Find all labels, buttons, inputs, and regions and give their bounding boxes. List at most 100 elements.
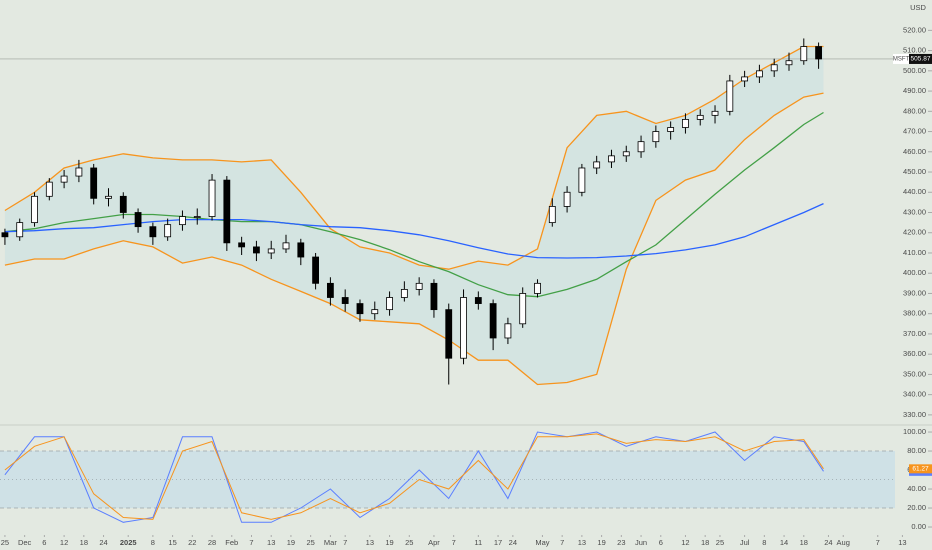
- y-tick-label: 100.00: [903, 427, 926, 436]
- y-tick-label: 370.00: [903, 329, 926, 338]
- x-tick-label: 12: [681, 538, 689, 547]
- x-tick-label: Dec: [18, 538, 32, 547]
- x-tick-label: 13: [898, 538, 906, 547]
- candle-body: [400, 289, 408, 298]
- x-tick-label: 24: [824, 538, 832, 547]
- candle-body: [356, 303, 364, 315]
- y-tick-label: 450.00: [903, 167, 926, 176]
- candle-body: [386, 297, 393, 311]
- candle-body: [637, 141, 645, 153]
- candle-body: [179, 216, 186, 226]
- y-tick-label: 510.00: [903, 46, 926, 55]
- y-tick-label: 420.00: [903, 228, 926, 237]
- y-tick-label: 490.00: [903, 86, 926, 95]
- x-tick-label: 13: [578, 538, 586, 547]
- y-tick-label: 500.00: [903, 66, 926, 75]
- x-tick-label: 14: [780, 538, 788, 547]
- x-tick-label: 2025: [120, 538, 137, 547]
- candle-body: [474, 297, 482, 304]
- y-tick-label: 430.00: [903, 207, 926, 216]
- candle-body: [1, 232, 9, 238]
- value-tag: [909, 464, 932, 474]
- currency: USD: [910, 3, 926, 12]
- x-tick-label: 18: [701, 538, 709, 547]
- candle-body: [489, 303, 497, 339]
- x-tick-label: 19: [385, 538, 393, 547]
- candle-body: [460, 297, 467, 359]
- candle-body: [756, 70, 763, 78]
- x-tick-label: 18: [800, 538, 808, 547]
- candle-body: [548, 206, 556, 224]
- x-tick-label: 11: [474, 538, 482, 547]
- candle-body: [815, 46, 822, 60]
- candle-body: [800, 46, 808, 62]
- candle-body: [741, 76, 749, 82]
- x-tick-label: 7: [560, 538, 564, 547]
- x-tick-label: 17: [494, 538, 502, 547]
- y-tick-label: 480.00: [903, 106, 926, 115]
- x-tick-label: 28: [208, 538, 216, 547]
- indicator-line: [4, 111, 824, 298]
- x-tick-label: 24: [99, 538, 107, 547]
- candle-body: [785, 60, 793, 66]
- candle-body: [770, 64, 778, 72]
- x-tick-label: 15: [168, 538, 176, 547]
- x-tick-label: 7: [876, 538, 880, 547]
- y-tick-label: 400.00: [903, 268, 926, 277]
- x-tick-label: 7: [452, 538, 456, 547]
- stoch-line: [4, 433, 824, 520]
- candle-body: [75, 167, 83, 177]
- candle-body: [119, 195, 127, 213]
- candle-body: [563, 191, 571, 207]
- candle-body: [16, 222, 24, 238]
- candle-body: [208, 179, 216, 217]
- candle-body: [312, 256, 319, 284]
- candle-body: [593, 161, 601, 169]
- x-tick-label: 22: [188, 538, 196, 547]
- y-tick-label: 20.00: [907, 503, 926, 512]
- candle-body: [371, 309, 379, 315]
- x-tick-label: 23: [617, 538, 625, 547]
- y-tick-label: 470.00: [903, 127, 926, 136]
- symbol-tag: [893, 53, 909, 64]
- bollinger-fill: [4, 46, 824, 385]
- y-tick-label: 380.00: [903, 309, 926, 318]
- x-tick-label: 25: [716, 538, 724, 547]
- x-tick-label: 24: [509, 538, 517, 547]
- candle-body: [622, 151, 630, 157]
- x-tick-label: 19: [597, 538, 605, 547]
- y-tick-label: 440.00: [903, 187, 926, 196]
- x-tick-label: 12: [60, 538, 68, 547]
- price-tag: [909, 53, 932, 64]
- candle-body: [90, 167, 98, 199]
- x-tick-label: 7: [343, 538, 347, 547]
- candle-body: [60, 175, 68, 183]
- x-tick-label: Jun: [635, 538, 647, 547]
- x-tick-label: 13: [267, 538, 275, 547]
- candle-body: [415, 282, 423, 290]
- candle-body: [430, 282, 438, 311]
- x-tick-label: Mar: [324, 538, 337, 547]
- value-tag-label: 61.27: [912, 466, 929, 473]
- candle-body: [267, 248, 275, 254]
- x-tick-label: Aug: [837, 538, 850, 547]
- y-tick-label: 360.00: [903, 349, 926, 358]
- candle-body: [297, 242, 305, 258]
- x-tick-label: 6: [42, 538, 46, 547]
- candle-body: [31, 195, 38, 224]
- y-tick-label: 390.00: [903, 288, 926, 297]
- y-tick-label: 340.00: [903, 390, 926, 399]
- x-tick-label: Feb: [225, 538, 238, 547]
- x-tick-label: 25: [405, 538, 413, 547]
- candle-body: [682, 119, 689, 128]
- x-tick-label: 25: [1, 538, 9, 547]
- x-tick-label: May: [535, 538, 549, 547]
- candle-body: [696, 114, 704, 120]
- candle-body: [223, 179, 231, 244]
- candle-body: [193, 216, 201, 218]
- y-tick-label: 330.00: [903, 410, 926, 419]
- x-tick-label: 7: [249, 538, 253, 547]
- candle-body: [652, 131, 660, 143]
